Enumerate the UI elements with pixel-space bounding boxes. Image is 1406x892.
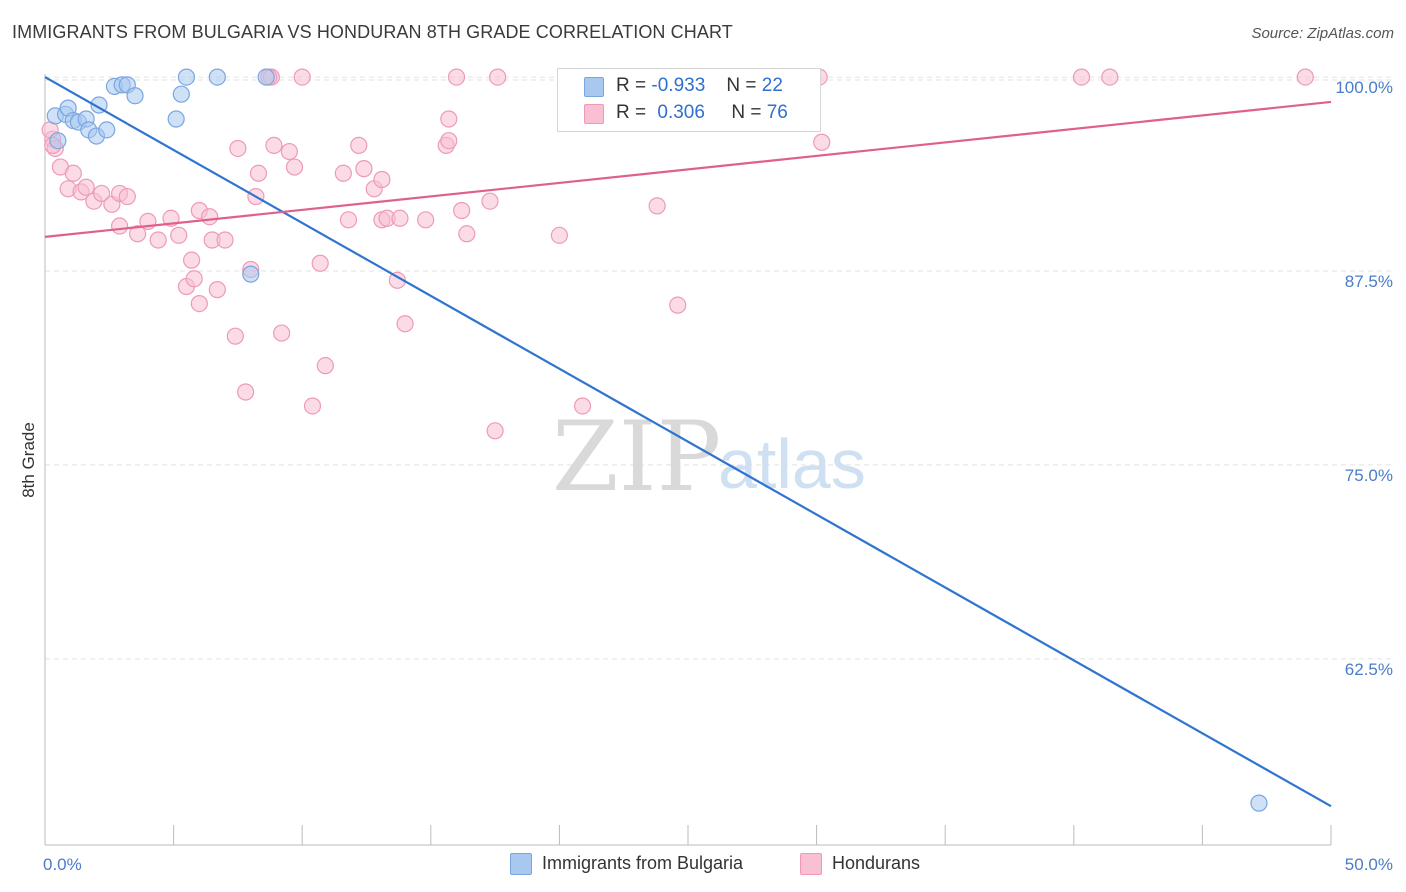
hondurans-point bbox=[92, 184, 111, 203]
hondurans-point bbox=[226, 327, 244, 345]
hondurans-point bbox=[396, 315, 414, 333]
hondurans-point bbox=[237, 383, 255, 401]
hondurans-point bbox=[293, 68, 311, 86]
bulgaria-point bbox=[126, 87, 144, 105]
hondurans-point bbox=[149, 231, 167, 249]
hondurans-point bbox=[355, 160, 373, 178]
y-tick-label: 100.0% bbox=[1335, 78, 1393, 97]
hondurans-point bbox=[391, 209, 409, 227]
hondurans-point bbox=[77, 178, 95, 196]
grid-lines bbox=[45, 76, 1393, 660]
legend-label-bulgaria: Immigrants from Bulgaria bbox=[542, 853, 744, 873]
y-axis-label: 8th Grade bbox=[19, 422, 38, 498]
hondurans-point bbox=[339, 211, 358, 229]
hondurans-point bbox=[1296, 68, 1314, 86]
bulgaria-point bbox=[208, 68, 226, 86]
legend-n-label: N = bbox=[731, 102, 762, 123]
hondurans-point bbox=[216, 231, 234, 249]
hondurans-point bbox=[573, 397, 592, 415]
legend-stats-hondurans: R = 0.306 N = 76 bbox=[616, 102, 788, 124]
hondurans-point bbox=[481, 192, 499, 210]
bulgaria-point bbox=[98, 121, 116, 139]
hondurans-point bbox=[453, 201, 471, 220]
watermark: ZIP atlas bbox=[552, 401, 866, 513]
bulgaria-point bbox=[242, 265, 260, 283]
y-tick-label: 87.5% bbox=[1345, 272, 1393, 291]
bulgaria-point bbox=[177, 68, 196, 86]
bulgaria-point bbox=[167, 110, 185, 128]
hondurans-point bbox=[229, 139, 247, 158]
chart-title: IMMIGRANTS FROM BULGARIA VS HONDURAN 8TH… bbox=[12, 22, 733, 42]
bulgaria-points bbox=[46, 68, 1268, 812]
legend-r-value: -0.933 bbox=[651, 75, 706, 96]
hondurans-point bbox=[285, 158, 304, 176]
hondurans-point bbox=[373, 170, 391, 189]
legend-stats-bulgaria: R = -0.933 N = 22 bbox=[616, 75, 783, 97]
hondurans-point bbox=[1072, 68, 1091, 86]
hondurans-point bbox=[208, 281, 226, 299]
hondurans-point bbox=[440, 132, 458, 150]
legend-r-label: R = bbox=[616, 75, 647, 96]
hondurans-point bbox=[110, 217, 129, 235]
bulgaria-trend-line bbox=[44, 76, 1332, 808]
source-label: Source: ZipAtlas.com bbox=[1251, 25, 1394, 42]
hondurans-point bbox=[128, 225, 147, 243]
legend-swatch-hondurans bbox=[584, 104, 604, 124]
hondurans-point bbox=[350, 136, 368, 154]
legend-label-hondurans: Hondurans bbox=[832, 853, 921, 873]
y-tick-label: 75.0% bbox=[1345, 466, 1393, 485]
y-tick-labels: 62.5% 75.0% 87.5% 100.0% bbox=[1335, 78, 1393, 679]
hondurans-point bbox=[311, 254, 329, 272]
hondurans-point bbox=[489, 68, 507, 86]
hondurans-point bbox=[1101, 68, 1119, 86]
series-legend: Immigrants from Bulgaria Hondurans bbox=[0, 852, 1406, 878]
bulgaria-point bbox=[172, 85, 190, 103]
hondurans-point bbox=[118, 187, 136, 206]
x-tick-label-min: 0.0% bbox=[43, 855, 82, 874]
watermark-atlas: atlas bbox=[718, 425, 866, 503]
watermark-zip: ZIP bbox=[552, 401, 721, 513]
hondurans-point bbox=[170, 226, 188, 244]
hondurans-point bbox=[201, 208, 219, 226]
legend-n-value: 76 bbox=[766, 102, 788, 123]
legend-r-value: 0.306 bbox=[657, 102, 705, 123]
hondurans-point bbox=[249, 164, 268, 182]
trend-lines bbox=[44, 76, 1332, 808]
hondurans-point bbox=[458, 225, 476, 243]
legend-swatch-bulgaria bbox=[584, 77, 604, 97]
bulgaria-point bbox=[1250, 794, 1268, 812]
legend-swatch-hondurans bbox=[800, 853, 822, 875]
hondurans-point bbox=[550, 226, 569, 244]
hondurans-point bbox=[303, 397, 322, 415]
x-tick-label-max: 50.0% bbox=[1345, 855, 1393, 874]
hondurans-point bbox=[440, 110, 458, 128]
hondurans-point bbox=[190, 294, 208, 313]
hondurans-point bbox=[334, 164, 352, 182]
hondurans-point bbox=[185, 270, 203, 288]
bulgaria-point bbox=[49, 132, 67, 150]
hondurans-point bbox=[265, 136, 283, 154]
legend-r-label: R = bbox=[616, 102, 647, 123]
hondurans-point bbox=[280, 142, 298, 161]
hondurans-point bbox=[316, 357, 334, 375]
hondurans-point bbox=[648, 197, 666, 215]
bulgaria-point bbox=[257, 68, 275, 86]
hondurans-point bbox=[64, 164, 82, 182]
hondurans-point bbox=[183, 251, 201, 269]
legend-n-label: N = bbox=[726, 75, 757, 96]
hondurans-point bbox=[273, 324, 291, 342]
hondurans-point bbox=[486, 422, 504, 440]
hondurans-point bbox=[669, 296, 687, 314]
legend-n-value: 22 bbox=[761, 75, 783, 96]
stats-legend: R = -0.933 N = 22 R = 0.306 N = 76 bbox=[557, 68, 821, 132]
hondurans-trend-line bbox=[44, 100, 1332, 238]
hondurans-point bbox=[813, 133, 831, 151]
y-tick-label: 62.5% bbox=[1345, 660, 1393, 679]
hondurans-point bbox=[447, 68, 466, 86]
hondurans-point bbox=[417, 211, 435, 229]
legend-swatch-bulgaria bbox=[510, 853, 532, 875]
x-tick-marks bbox=[44, 825, 1332, 845]
